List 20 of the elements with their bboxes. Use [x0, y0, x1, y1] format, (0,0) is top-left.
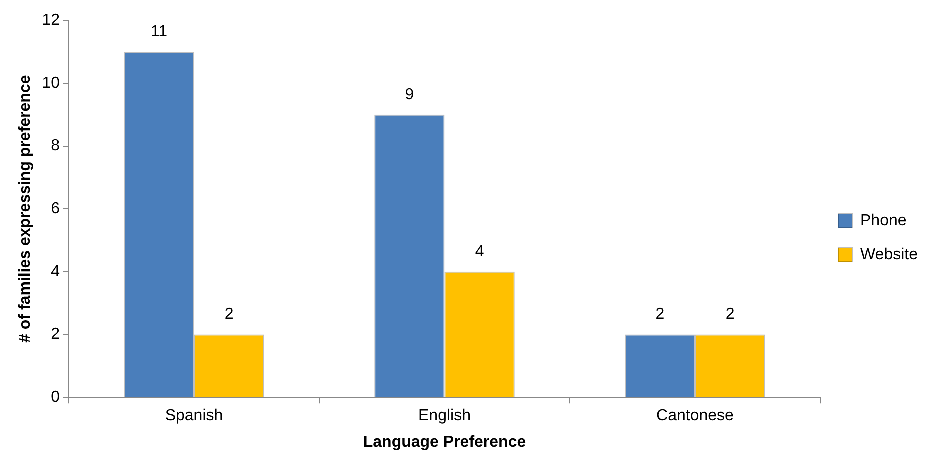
y-tick-label: 4	[51, 263, 60, 280]
x-axis-title: Language Preference	[363, 434, 526, 451]
x-tick-label: Cantonese	[656, 408, 734, 425]
x-tick-label: English	[418, 408, 471, 425]
data-label: 2	[656, 306, 665, 324]
legend-label: Website	[860, 246, 918, 264]
y-tick-label: 0	[51, 389, 60, 406]
y-tick-label: 10	[42, 74, 60, 92]
data-label: 2	[726, 306, 735, 324]
data-label: 11	[150, 23, 168, 40]
data-label: 2	[224, 306, 234, 324]
data-label: 4	[475, 243, 484, 260]
legend-label: Phone	[860, 212, 907, 230]
y-tick-label: 2	[51, 326, 60, 344]
y-tick-label: 12	[42, 12, 60, 30]
x-tick-label: Spanish	[165, 408, 224, 425]
data-label: 9	[405, 86, 414, 104]
y-tick-label: 6	[51, 200, 60, 218]
y-axis-title: # of families expressing preference	[17, 75, 34, 343]
y-tick-label: 8	[51, 138, 60, 155]
